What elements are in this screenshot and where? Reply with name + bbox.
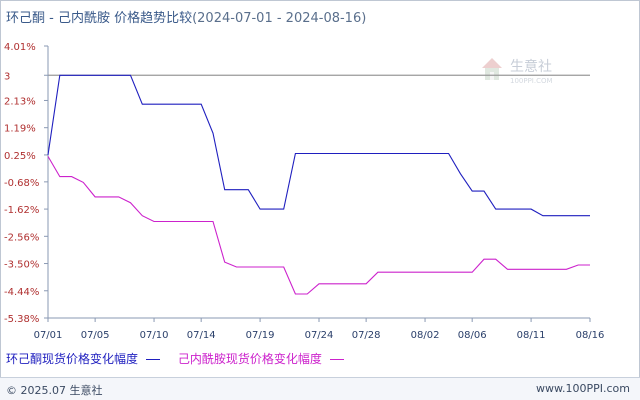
tick-label-layer: 4.01% 3 2.13% 1.19% 0.25% -0.68% -1.62% -2.56% -… (4, 42, 604, 340)
y-tick-label: -2.56% (4, 232, 39, 243)
y-tick-label: -0.68% (4, 178, 39, 189)
y-tick-label: 3 (4, 71, 10, 82)
footer-bar: © 2025.07 生意社 www.100PPI.com (0, 377, 640, 400)
x-tick-label: 08/02 (411, 330, 440, 340)
watermark-brand: 生意社 (510, 58, 552, 75)
series-layer (47, 74, 590, 295)
legend-label-series2: 己内酰胺现货价格变化幅度 (177, 352, 322, 366)
legend-swatch-series2 (329, 359, 344, 360)
x-tick-label: 07/28 (352, 330, 381, 340)
series-line-1 (47, 74, 590, 217)
line-chart: 4.01% 3 2.13% 1.19% 0.25% -0.68% -1.62% -2.56% -… (4, 42, 604, 340)
y-tick-label: -3.50% (4, 260, 39, 271)
legend-label-series1: 环己酮现货价格变化幅度 (6, 352, 139, 366)
y-tick-label: -4.44% (4, 287, 39, 298)
chart-title-main: 环己酮 - 己内酰胺 价格趋势比较 (6, 11, 193, 26)
x-tick-label: 08/06 (458, 330, 487, 340)
legend-item-series1: 环己酮现货价格变化幅度 (6, 350, 161, 367)
legend: 环己酮现货价格变化幅度 己内酰胺现货价格变化幅度 (6, 350, 358, 367)
watermark-logo: 生意社 100PPI.COM (482, 58, 553, 85)
y-tick-label: 1.19% (4, 124, 36, 135)
y-tick-label: -5.38% (4, 314, 39, 325)
house-logo-icon (482, 58, 502, 80)
x-tick-label: 08/16 (576, 330, 605, 340)
y-tick-label: 0.25% (4, 151, 36, 162)
watermark-url: 100PPI.COM (510, 77, 553, 85)
footer-copyright: © 2025.07 生意社 (6, 384, 103, 397)
x-tick-label: 07/01 (34, 330, 63, 340)
x-tick-label: 07/24 (305, 330, 334, 340)
x-tick-label: 07/19 (246, 330, 275, 340)
x-tick-label: 07/10 (140, 330, 169, 340)
axis-layer (44, 45, 591, 322)
chart-title: 环己酮 - 己内酰胺 价格趋势比较(2024-07-01 - 2024-08-1… (6, 7, 366, 26)
legend-item-series2: 己内酰胺现货价格变化幅度 (178, 350, 344, 367)
y-tick-label: 4.01% (4, 42, 36, 53)
x-tick-label: 07/05 (81, 330, 110, 340)
y-tick-label: -1.62% (4, 205, 39, 216)
x-tick-label: 07/14 (187, 330, 216, 340)
y-tick-label: 2.13% (4, 96, 36, 107)
series-line-2 (47, 156, 590, 295)
legend-swatch-series1 (146, 359, 161, 360)
footer-site-link[interactable]: www.100PPI.com (536, 382, 630, 395)
x-tick-label: 08/11 (517, 330, 546, 340)
chart-title-range: (2024-07-01 - 2024-08-16) (192, 11, 367, 26)
